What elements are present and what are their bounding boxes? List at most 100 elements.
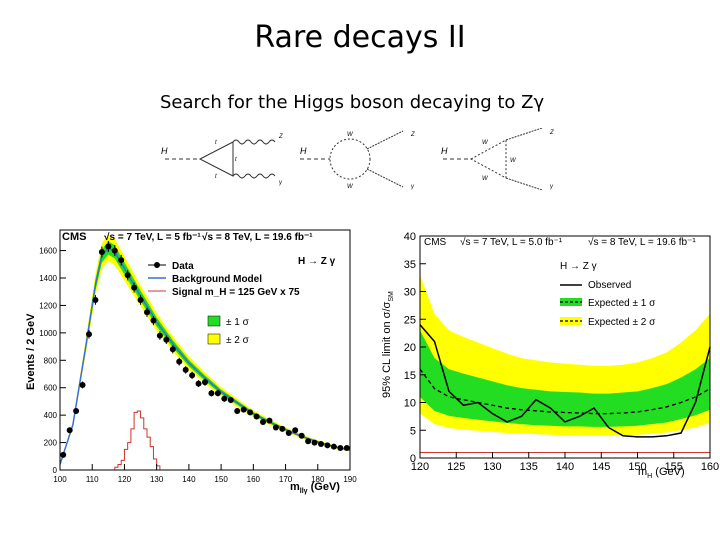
data-point [73, 408, 80, 415]
data-point [292, 427, 299, 434]
signal-histogram [60, 410, 350, 471]
plot-frame [59, 229, 351, 471]
label-w1: W [482, 140, 489, 146]
data-point [343, 445, 350, 452]
y-tick-label: 1000 [39, 329, 57, 338]
x-axis-label: mH (GeV) [638, 466, 685, 478]
y-tick-label: 5 [410, 425, 416, 437]
x-tick-label: 170 [279, 475, 293, 484]
data-point [189, 372, 196, 379]
y-tick-label: 800 [44, 356, 58, 365]
channel-label: H → Z γ [560, 261, 597, 272]
legend-band2-swatch [207, 333, 221, 345]
data-point [305, 438, 312, 445]
x-tick-label: 145 [592, 461, 610, 473]
data-point [156, 332, 163, 339]
data-point [169, 346, 176, 353]
legend-observed: Observed [588, 280, 631, 291]
feynman-diagram-w-triangle: H W W W Z γ [441, 128, 554, 190]
x-tick-label: 100 [53, 475, 67, 484]
y-tick-label: 400 [44, 411, 58, 420]
x-tick-label: 130 [150, 475, 164, 484]
data-point [131, 284, 138, 291]
x-tick-label: 120 [411, 461, 429, 473]
data-point [240, 406, 247, 413]
data-point [311, 439, 318, 446]
data-point [111, 247, 118, 254]
label-t2: t [235, 157, 237, 163]
cms-label: CMS [424, 237, 447, 248]
photon-line [505, 177, 543, 190]
data-point [247, 409, 254, 416]
lumi-7tev: √s = 7 TeV, L = 5 fb⁻¹ [104, 232, 201, 243]
x-tick-label: 150 [214, 475, 228, 484]
data-point [163, 336, 170, 343]
x-tick-label: 135 [520, 461, 538, 473]
y-tick-label: 1400 [39, 274, 57, 283]
y-tick-label: 600 [44, 384, 58, 393]
data-point [195, 380, 202, 387]
y-tick-label: 40 [404, 231, 416, 243]
x-tick-label: 180 [311, 475, 325, 484]
data-point [182, 366, 189, 373]
label-h: H [300, 146, 307, 156]
data-point [118, 257, 125, 264]
label-w3: W [482, 176, 489, 182]
x-tick-label: 140 [556, 461, 574, 473]
top-loop-triangle [198, 141, 234, 177]
lumi-8tev: √s = 8 TeV, L = 19.6 fb⁻¹ [588, 236, 696, 248]
y-axis-label: 95% CL limit on σ/σSM [381, 291, 395, 398]
label-t1: t [215, 140, 217, 146]
x-tick-label: 140 [182, 475, 196, 484]
cms-label: CMS [62, 231, 86, 243]
data-point [144, 309, 150, 316]
data-point [66, 427, 73, 434]
legend-exp2: Expected ± 2 σ [588, 317, 656, 328]
observed-limit-line [419, 324, 711, 438]
data-point [318, 440, 324, 447]
legend-band1-swatch [207, 315, 221, 327]
label-t3: t [215, 174, 217, 180]
data-point [337, 445, 344, 452]
data-point [214, 390, 221, 397]
legend-bkg: Background Model [172, 274, 262, 285]
data-point [279, 425, 286, 432]
data-point [260, 419, 266, 425]
legend-data: Data [172, 261, 194, 272]
z-boson-line [505, 128, 543, 141]
bkg-2sigma-band [60, 234, 350, 465]
label-gamma: γ [411, 184, 415, 190]
legend-band1: ± 1 σ [226, 317, 250, 328]
data-point [227, 397, 234, 404]
x-tick-label: 190 [343, 475, 357, 484]
lumi-8tev: √s = 8 TeV, L = 19.6 fb⁻¹ [202, 232, 313, 243]
channel-label: H → Z γ [298, 256, 336, 267]
feynman-diagram-top-loop: H t t t Z γ [161, 134, 283, 186]
y-tick-label: 20 [404, 342, 416, 354]
data-point [176, 358, 183, 365]
slide-title: Rare decays II [254, 20, 466, 55]
data-point [253, 413, 260, 420]
label-w1: W [347, 132, 354, 138]
data-point [150, 317, 157, 324]
feynman-diagram-w-loop: H W W Z γ [300, 130, 415, 190]
y-tick-label: 15 [404, 370, 416, 382]
y-tick-label: 0 [410, 453, 416, 465]
z-boson-line [366, 130, 404, 150]
y-axis-label: Events / 2 GeV [25, 313, 37, 390]
x-tick-label: 155 [665, 461, 683, 473]
label-z: Z [410, 132, 415, 138]
x-tick-label: 150 [628, 461, 646, 473]
slide-subtitle: Search for the Higgs boson decaying to Z… [160, 92, 545, 113]
w-loop [329, 138, 371, 180]
data-point [298, 432, 305, 439]
x-tick-label: 160 [701, 461, 719, 473]
limit-plot: 120 125 130 135 140 145 150 155 160 0 5 10 15 20 25 30 3… [381, 231, 719, 478]
lumi-7tev: √s = 7 TeV, L = 5.0 fb⁻¹ [460, 236, 563, 248]
data-point [208, 390, 215, 397]
legend-band2: ± 2 σ [226, 335, 250, 346]
mass-distribution-plot: 100 110 120 130 140 150 160 170 180 190 0 200 400 600… [25, 229, 357, 495]
data-point [272, 424, 279, 431]
z-boson-line [232, 139, 276, 145]
y-tick-label: 1600 [39, 247, 57, 256]
